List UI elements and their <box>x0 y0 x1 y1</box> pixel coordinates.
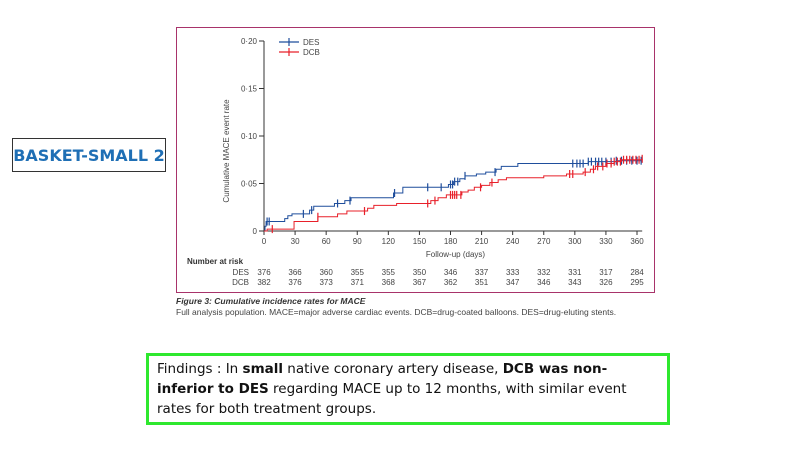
x-tick-label: 30 <box>291 237 300 246</box>
caption-title: Figure 3: Cumulative incidence rates for… <box>176 296 366 306</box>
caption-text: Full analysis population. MACE=major adv… <box>176 307 617 317</box>
risk-table-title: Number at risk <box>187 257 244 266</box>
risk-value: 347 <box>506 278 520 287</box>
legend-label-des: DES <box>303 38 319 47</box>
y-tick-label: 0·20 <box>241 37 258 46</box>
x-tick-label: 240 <box>506 237 520 246</box>
risk-value: 346 <box>444 268 458 277</box>
figure-caption: Figure 3: Cumulative incidence rates for… <box>176 296 666 318</box>
risk-value: 284 <box>630 268 644 277</box>
series-line-dcb <box>264 158 643 232</box>
risk-row-label: DES <box>233 268 249 277</box>
risk-value: 337 <box>475 268 489 277</box>
risk-value: 326 <box>599 278 613 287</box>
findings-mid: native coronary artery disease, <box>283 361 503 377</box>
series-line-des <box>264 160 643 232</box>
y-tick-label: 0 <box>253 227 258 236</box>
risk-value: 362 <box>444 278 458 287</box>
risk-value: 376 <box>288 278 302 287</box>
x-tick-label: 60 <box>322 237 331 246</box>
x-tick-label: 300 <box>568 237 582 246</box>
risk-value: 355 <box>382 268 396 277</box>
y-tick-label: 0·15 <box>241 85 258 94</box>
km-figure: 0 0·05 0·10 0·15 0·20 0 30 60 90 120 150 180 210 240 2… <box>176 27 655 293</box>
risk-value: 382 <box>257 278 271 287</box>
risk-value: 295 <box>630 278 644 287</box>
x-tick-label: 120 <box>382 237 396 246</box>
risk-value: 366 <box>288 268 302 277</box>
findings-prefix: Findings : In <box>157 361 243 377</box>
risk-value: 371 <box>351 278 365 287</box>
risk-value: 350 <box>413 268 427 277</box>
km-chart: 0 0·05 0·10 0·15 0·20 0 30 60 90 120 150 180 210 240 2… <box>187 37 644 287</box>
risk-value: 351 <box>475 278 489 287</box>
legend-label-dcb: DCB <box>303 48 320 57</box>
x-axis-label: Follow-up (days) <box>426 250 485 259</box>
findings-suffix: regarding MACE up to 12 months, with sim… <box>157 381 627 417</box>
risk-value: 360 <box>319 268 333 277</box>
findings-box: Findings : In small native coronary arte… <box>146 353 670 425</box>
risk-value: 343 <box>568 278 582 287</box>
x-tick-label: 180 <box>444 237 458 246</box>
risk-value: 331 <box>568 268 582 277</box>
y-tick-label: 0·10 <box>241 132 258 141</box>
risk-value: 368 <box>382 278 396 287</box>
x-tick-label: 270 <box>537 237 551 246</box>
risk-value: 332 <box>537 268 551 277</box>
x-tick-label: 150 <box>413 237 427 246</box>
x-tick-label: 90 <box>353 237 362 246</box>
slide-label: BASKET-SMALL 2 <box>12 138 166 172</box>
x-tick-label: 330 <box>599 237 613 246</box>
x-tick-label: 360 <box>630 237 644 246</box>
risk-value: 317 <box>599 268 613 277</box>
findings-bold-small: small <box>242 361 283 377</box>
risk-value: 367 <box>413 278 427 287</box>
findings-bold-conclusion: DCB was non-inferior to DES <box>157 361 608 397</box>
x-tick-label: 0 <box>262 237 267 246</box>
risk-value: 346 <box>537 278 551 287</box>
x-tick-label: 210 <box>475 237 489 246</box>
risk-value: 333 <box>506 268 520 277</box>
risk-row-label: DCB <box>232 278 249 287</box>
risk-value: 373 <box>319 278 333 287</box>
risk-value: 355 <box>351 268 365 277</box>
risk-value: 376 <box>257 268 271 277</box>
y-axis-label: Cumulative MACE event rate <box>222 99 231 203</box>
y-tick-label: 0·05 <box>241 180 258 189</box>
